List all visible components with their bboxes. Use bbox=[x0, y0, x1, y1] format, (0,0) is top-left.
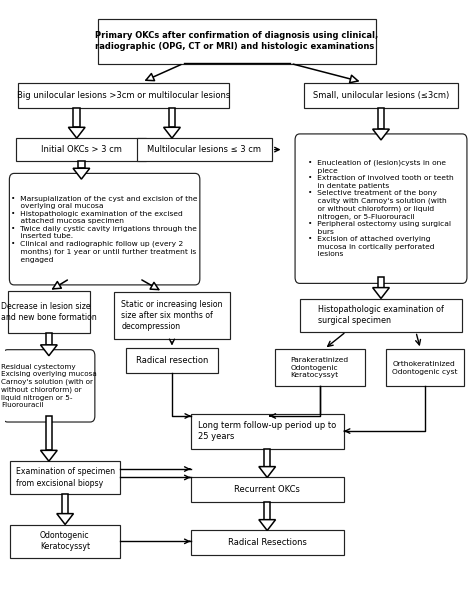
Polygon shape bbox=[73, 108, 80, 127]
Polygon shape bbox=[164, 127, 180, 138]
FancyBboxPatch shape bbox=[8, 292, 90, 333]
Text: Static or increasing lesion
size after six months of
decompression: Static or increasing lesion size after s… bbox=[121, 300, 223, 331]
FancyBboxPatch shape bbox=[3, 350, 95, 422]
Text: Residual cystectomy
Excising overlying mucosa
Carnoy's solution (with or
without: Residual cystectomy Excising overlying m… bbox=[1, 363, 97, 408]
Polygon shape bbox=[259, 467, 275, 477]
Text: Multilocular lesions ≤ 3 cm: Multilocular lesions ≤ 3 cm bbox=[147, 145, 262, 154]
Text: Long term follow-up period up to
25 years: Long term follow-up period up to 25 year… bbox=[198, 421, 337, 441]
FancyBboxPatch shape bbox=[10, 525, 120, 558]
Polygon shape bbox=[57, 514, 73, 525]
Polygon shape bbox=[259, 520, 275, 531]
Text: Radical Resections: Radical Resections bbox=[228, 538, 307, 547]
Polygon shape bbox=[373, 129, 389, 140]
Text: Radical resection: Radical resection bbox=[136, 356, 208, 365]
Polygon shape bbox=[373, 288, 389, 298]
Polygon shape bbox=[378, 108, 384, 129]
Text: Histopathologic examination of
surgical specimen: Histopathologic examination of surgical … bbox=[318, 305, 444, 325]
Text: •  Marsupialization of the cyst and excision of the
    overlying oral mucosa
• : • Marsupialization of the cyst and excis… bbox=[11, 196, 198, 263]
FancyBboxPatch shape bbox=[386, 349, 464, 386]
Text: •  Enucleation of (lesion)cysts in one
    piece
•  Extraction of involved tooth: • Enucleation of (lesion)cysts in one pi… bbox=[308, 160, 454, 258]
Text: Decrease in lesion size
and new bone formation: Decrease in lesion size and new bone for… bbox=[1, 302, 97, 322]
Text: Examination of specimen
from excisional biopsy: Examination of specimen from excisional … bbox=[16, 467, 115, 488]
FancyBboxPatch shape bbox=[98, 18, 376, 64]
Text: Initial OKCs > 3 cm: Initial OKCs > 3 cm bbox=[41, 145, 122, 154]
Polygon shape bbox=[264, 502, 271, 520]
FancyBboxPatch shape bbox=[191, 413, 344, 448]
FancyBboxPatch shape bbox=[114, 292, 229, 339]
Polygon shape bbox=[46, 416, 52, 450]
Polygon shape bbox=[264, 448, 271, 467]
Polygon shape bbox=[68, 127, 85, 138]
Polygon shape bbox=[40, 450, 57, 461]
FancyBboxPatch shape bbox=[191, 477, 344, 502]
Polygon shape bbox=[62, 494, 68, 514]
FancyBboxPatch shape bbox=[295, 134, 467, 284]
Text: Parakeratinized
Odontogenic
Keratocyssyt: Parakeratinized Odontogenic Keratocyssyt bbox=[291, 357, 349, 378]
Text: Primary OKCs after confirmation of diagnosis using clinical,
radiographic (OPG, : Primary OKCs after confirmation of diagn… bbox=[95, 31, 379, 51]
FancyBboxPatch shape bbox=[10, 461, 120, 494]
Polygon shape bbox=[46, 333, 52, 345]
Polygon shape bbox=[169, 108, 175, 127]
FancyBboxPatch shape bbox=[16, 138, 146, 161]
FancyBboxPatch shape bbox=[274, 349, 365, 386]
FancyBboxPatch shape bbox=[137, 138, 272, 161]
Polygon shape bbox=[73, 169, 90, 179]
Polygon shape bbox=[40, 345, 57, 355]
Text: Odontogenic
Keratocyssyt: Odontogenic Keratocyssyt bbox=[40, 531, 90, 552]
Polygon shape bbox=[78, 161, 85, 169]
FancyBboxPatch shape bbox=[300, 299, 462, 332]
Text: Recurrent OKCs: Recurrent OKCs bbox=[234, 485, 300, 494]
FancyBboxPatch shape bbox=[126, 349, 219, 373]
FancyBboxPatch shape bbox=[191, 531, 344, 555]
FancyBboxPatch shape bbox=[18, 82, 229, 108]
Text: Small, unilocular lesions (≤3cm): Small, unilocular lesions (≤3cm) bbox=[313, 91, 449, 100]
FancyBboxPatch shape bbox=[9, 173, 200, 285]
FancyBboxPatch shape bbox=[304, 82, 458, 108]
Polygon shape bbox=[378, 277, 384, 288]
Text: Big unilocular lesions >3cm or multilocular lesions: Big unilocular lesions >3cm or multilocu… bbox=[17, 91, 230, 100]
Text: Orthokeratinized
Odontogenic cyst: Orthokeratinized Odontogenic cyst bbox=[392, 361, 458, 375]
